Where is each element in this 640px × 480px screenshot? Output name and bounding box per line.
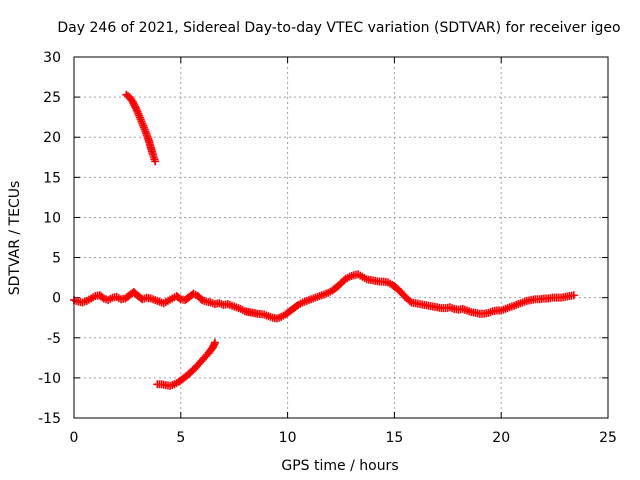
x-axis-label: GPS time / hours bbox=[281, 458, 398, 474]
y-axis-label: SDTVAR / TECUs bbox=[7, 181, 23, 296]
grid-lines bbox=[74, 57, 608, 418]
series-lower-arc bbox=[153, 338, 219, 390]
y-tick-label: -15 bbox=[38, 411, 61, 427]
data-point bbox=[210, 338, 219, 347]
data-point bbox=[132, 106, 141, 115]
x-tick-label: 0 bbox=[70, 430, 79, 446]
data-point bbox=[133, 107, 142, 116]
y-tick-label: 5 bbox=[52, 251, 61, 267]
series-main bbox=[70, 270, 578, 323]
data-points bbox=[70, 90, 578, 390]
y-tick-label: 0 bbox=[52, 291, 61, 307]
y-tick-label: -5 bbox=[47, 331, 61, 347]
data-point bbox=[131, 104, 140, 113]
tick-marks bbox=[73, 56, 609, 419]
data-point bbox=[134, 109, 143, 118]
y-tick-label: 30 bbox=[43, 50, 61, 66]
x-tick-label: 5 bbox=[176, 430, 185, 446]
data-point bbox=[569, 291, 578, 300]
y-tick-labels: -15 -10 -5 0 5 10 15 20 25 30 bbox=[38, 50, 61, 427]
x-tick-label: 25 bbox=[599, 430, 617, 446]
y-tick-label: -10 bbox=[38, 371, 61, 387]
y-tick-label: 20 bbox=[43, 130, 61, 146]
chart-title: Day 246 of 2021, Sidereal Day-to-day VTE… bbox=[57, 20, 620, 36]
y-tick-label: 25 bbox=[43, 90, 61, 106]
data-point bbox=[175, 294, 184, 303]
plot-frame bbox=[73, 56, 609, 419]
y-tick-label: 15 bbox=[43, 170, 61, 186]
data-point bbox=[405, 297, 414, 306]
x-tick-label: 15 bbox=[385, 430, 403, 446]
x-tick-label: 20 bbox=[492, 430, 510, 446]
series-upper-arc bbox=[122, 90, 160, 166]
x-tick-label: 10 bbox=[279, 430, 297, 446]
data-point bbox=[151, 157, 160, 166]
x-tick-labels: 0 5 10 15 20 25 bbox=[70, 430, 617, 446]
y-tick-label: 10 bbox=[43, 210, 61, 226]
